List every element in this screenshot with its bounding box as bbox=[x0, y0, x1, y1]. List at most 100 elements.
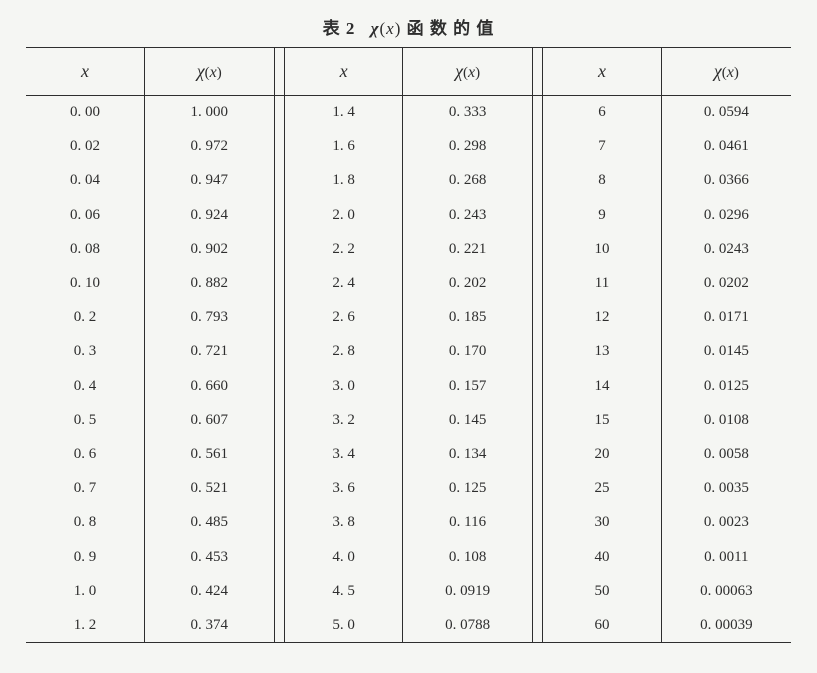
cell-x: 1. 6 bbox=[284, 130, 402, 164]
cell-chi: 0. 0366 bbox=[661, 164, 791, 198]
cell-x: 10 bbox=[543, 232, 661, 266]
cell-x: 0. 6 bbox=[26, 437, 144, 471]
cell-x: 13 bbox=[543, 335, 661, 369]
cell-chi: 0. 0788 bbox=[403, 608, 533, 642]
col-separator bbox=[533, 301, 543, 335]
cell-chi: 0. 108 bbox=[403, 540, 533, 574]
cell-chi: 0. 374 bbox=[144, 608, 274, 642]
cell-chi: 0. 972 bbox=[144, 130, 274, 164]
cell-x: 30 bbox=[543, 506, 661, 540]
table-row: 0. 2 0. 793 2. 6 0. 185 12 0. 0171 bbox=[26, 301, 791, 335]
col-separator bbox=[274, 540, 284, 574]
cell-chi: 0. 125 bbox=[403, 472, 533, 506]
cell-x: 0. 2 bbox=[26, 301, 144, 335]
col-header-x-1: x bbox=[26, 48, 144, 96]
cell-x: 3. 2 bbox=[284, 403, 402, 437]
col-separator bbox=[533, 130, 543, 164]
cell-x: 3. 6 bbox=[284, 472, 402, 506]
table-row: 0. 8 0. 485 3. 8 0. 116 30 0. 0023 bbox=[26, 506, 791, 540]
table-row: 0. 3 0. 721 2. 8 0. 170 13 0. 0145 bbox=[26, 335, 791, 369]
cell-chi: 0. 924 bbox=[144, 198, 274, 232]
cell-x: 0. 08 bbox=[26, 232, 144, 266]
col-separator bbox=[533, 232, 543, 266]
cell-x: 9 bbox=[543, 198, 661, 232]
table-row: 1. 0 0. 424 4. 5 0. 0919 50 0. 00063 bbox=[26, 574, 791, 608]
cell-chi: 0. 221 bbox=[403, 232, 533, 266]
cell-chi: 0. 00039 bbox=[661, 608, 791, 642]
col-separator bbox=[533, 506, 543, 540]
cell-chi: 0. 0202 bbox=[661, 266, 791, 300]
cell-x: 20 bbox=[543, 437, 661, 471]
table-row: 0. 04 0. 947 1. 8 0. 268 8 0. 0366 bbox=[26, 164, 791, 198]
table-row: 0. 08 0. 902 2. 2 0. 221 10 0. 0243 bbox=[26, 232, 791, 266]
caption-chi: χ bbox=[371, 19, 380, 38]
col-header-chi-3: χ(x) bbox=[661, 48, 791, 96]
cell-chi: 0. 660 bbox=[144, 369, 274, 403]
cell-x: 0. 06 bbox=[26, 198, 144, 232]
cell-x: 0. 8 bbox=[26, 506, 144, 540]
cell-x: 0. 5 bbox=[26, 403, 144, 437]
cell-x: 0. 4 bbox=[26, 369, 144, 403]
col-separator bbox=[533, 369, 543, 403]
cell-chi: 0. 0108 bbox=[661, 403, 791, 437]
cell-chi: 0. 116 bbox=[403, 506, 533, 540]
cell-x: 4. 5 bbox=[284, 574, 402, 608]
cell-x: 50 bbox=[543, 574, 661, 608]
cell-x: 12 bbox=[543, 301, 661, 335]
cell-x: 6 bbox=[543, 96, 661, 130]
cell-x: 0. 9 bbox=[26, 540, 144, 574]
chi-value-table: x χ(x) x χ(x) x χ(x) 0. 00 1. 000 1. 4 0… bbox=[26, 47, 791, 643]
cell-chi: 0. 521 bbox=[144, 472, 274, 506]
cell-x: 8 bbox=[543, 164, 661, 198]
col-separator-1 bbox=[274, 48, 284, 96]
caption-tail: 函 数 的 值 bbox=[407, 19, 495, 38]
page: 表 2 χ(x) 函 数 的 值 x χ(x) x χ(x) x χ(x) 0.… bbox=[0, 0, 817, 673]
cell-x: 4. 0 bbox=[284, 540, 402, 574]
cell-x: 0. 10 bbox=[26, 266, 144, 300]
cell-x: 11 bbox=[543, 266, 661, 300]
cell-x: 25 bbox=[543, 472, 661, 506]
cell-chi: 0. 268 bbox=[403, 164, 533, 198]
col-separator bbox=[274, 472, 284, 506]
cell-x: 0. 04 bbox=[26, 164, 144, 198]
col-separator bbox=[533, 266, 543, 300]
col-separator bbox=[533, 198, 543, 232]
col-header-chi-2: χ(x) bbox=[403, 48, 533, 96]
col-separator bbox=[533, 335, 543, 369]
cell-chi: 0. 00063 bbox=[661, 574, 791, 608]
cell-x: 2. 2 bbox=[284, 232, 402, 266]
cell-chi: 0. 0919 bbox=[403, 574, 533, 608]
cell-chi: 0. 0461 bbox=[661, 130, 791, 164]
cell-chi: 0. 882 bbox=[144, 266, 274, 300]
table-row: 0. 02 0. 972 1. 6 0. 298 7 0. 0461 bbox=[26, 130, 791, 164]
cell-x: 3. 0 bbox=[284, 369, 402, 403]
cell-x: 0. 3 bbox=[26, 335, 144, 369]
cell-chi: 0. 902 bbox=[144, 232, 274, 266]
col-separator bbox=[533, 96, 543, 130]
cell-chi: 0. 185 bbox=[403, 301, 533, 335]
cell-chi: 0. 202 bbox=[403, 266, 533, 300]
cell-chi: 0. 157 bbox=[403, 369, 533, 403]
col-separator bbox=[533, 608, 543, 642]
col-separator bbox=[274, 369, 284, 403]
cell-chi: 0. 607 bbox=[144, 403, 274, 437]
caption-label: 表 2 bbox=[323, 19, 356, 38]
cell-chi: 1. 000 bbox=[144, 96, 274, 130]
cell-x: 1. 0 bbox=[26, 574, 144, 608]
col-separator bbox=[274, 301, 284, 335]
cell-x: 0. 02 bbox=[26, 130, 144, 164]
cell-chi: 0. 0243 bbox=[661, 232, 791, 266]
cell-x: 0. 00 bbox=[26, 96, 144, 130]
cell-chi: 0. 0058 bbox=[661, 437, 791, 471]
col-separator bbox=[274, 198, 284, 232]
table-row: 0. 10 0. 882 2. 4 0. 202 11 0. 0202 bbox=[26, 266, 791, 300]
cell-chi: 0. 485 bbox=[144, 506, 274, 540]
cell-x: 3. 4 bbox=[284, 437, 402, 471]
cell-x: 2. 6 bbox=[284, 301, 402, 335]
cell-chi: 0. 0171 bbox=[661, 301, 791, 335]
col-separator bbox=[274, 437, 284, 471]
cell-x: 2. 4 bbox=[284, 266, 402, 300]
cell-chi: 0. 561 bbox=[144, 437, 274, 471]
cell-chi: 0. 0011 bbox=[661, 540, 791, 574]
col-separator bbox=[274, 164, 284, 198]
